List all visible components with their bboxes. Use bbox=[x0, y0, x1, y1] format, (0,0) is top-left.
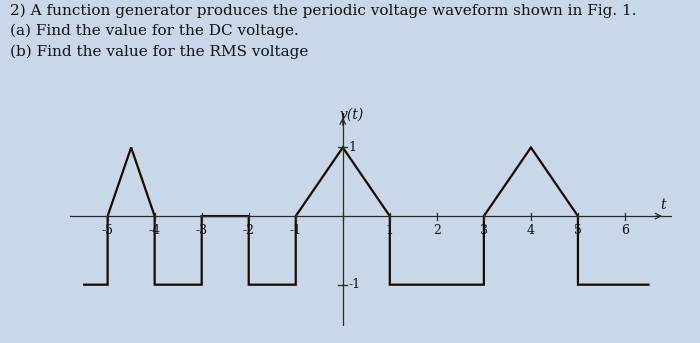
Text: v(t): v(t) bbox=[339, 107, 363, 121]
Text: 2: 2 bbox=[433, 224, 441, 237]
Text: 3: 3 bbox=[480, 224, 488, 237]
Text: 4: 4 bbox=[527, 224, 535, 237]
Text: -4: -4 bbox=[148, 224, 161, 237]
Text: 1: 1 bbox=[386, 224, 394, 237]
Text: 1: 1 bbox=[349, 141, 357, 154]
Text: -3: -3 bbox=[195, 224, 208, 237]
Text: 6: 6 bbox=[621, 224, 629, 237]
Text: -1: -1 bbox=[349, 278, 361, 291]
Text: -1: -1 bbox=[290, 224, 302, 237]
Text: t: t bbox=[660, 198, 666, 212]
Text: -2: -2 bbox=[243, 224, 255, 237]
Text: 5: 5 bbox=[574, 224, 582, 237]
Text: 2) A function generator produces the periodic voltage waveform shown in Fig. 1.
: 2) A function generator produces the per… bbox=[10, 3, 637, 59]
Text: -5: -5 bbox=[102, 224, 113, 237]
